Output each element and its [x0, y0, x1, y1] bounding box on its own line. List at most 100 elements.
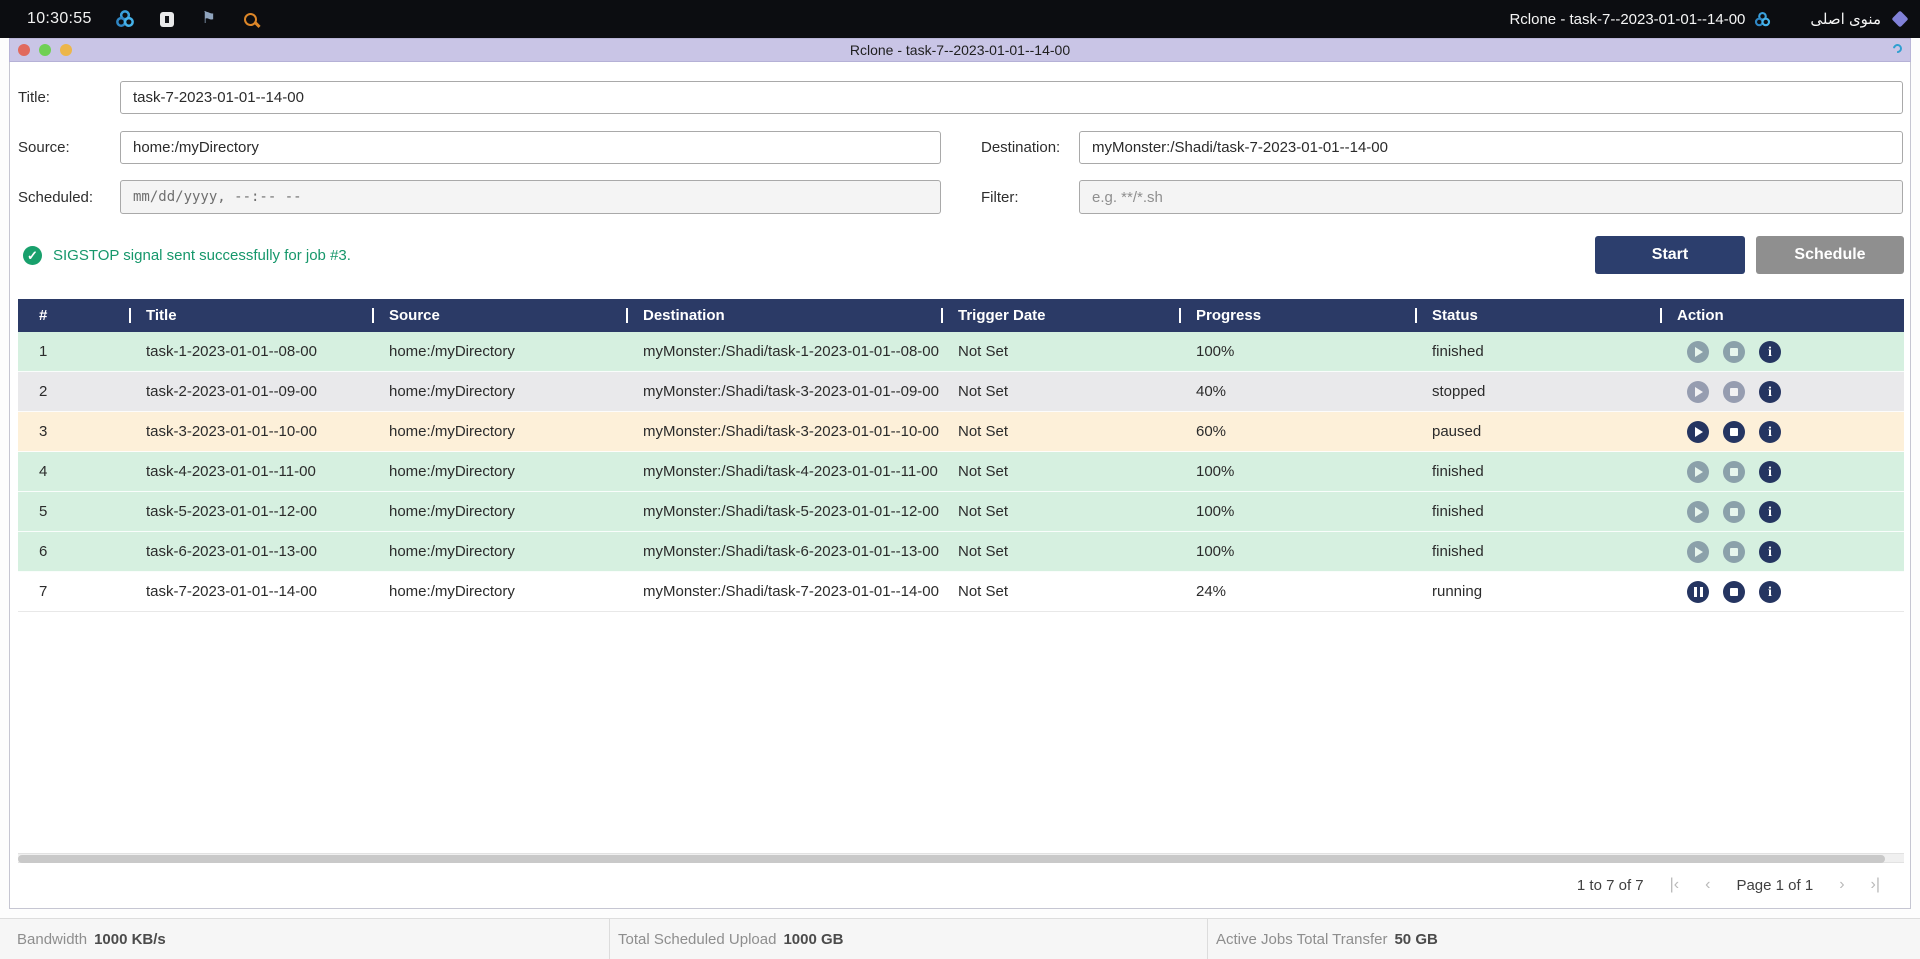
- column-header-status: Status: [1415, 299, 1660, 332]
- table-row[interactable]: 4 task-4-2023-01-01--11-00 home:/myDirec…: [18, 452, 1904, 492]
- stop-button[interactable]: [1723, 420, 1745, 443]
- cell-source: home:/myDirectory: [389, 503, 515, 520]
- play-button[interactable]: [1687, 460, 1709, 483]
- stop-icon: [1730, 467, 1738, 476]
- next-page-button[interactable]: ›: [1839, 876, 1845, 893]
- play-button[interactable]: [1687, 500, 1709, 523]
- info-icon: [1768, 424, 1772, 440]
- app-window: Title: Source: Destination: Scheduled: F…: [9, 62, 1911, 909]
- scheduled-input[interactable]: [120, 180, 941, 214]
- status-message: SIGSTOP signal sent successfully for job…: [23, 246, 351, 265]
- taskbar: 10:30:55 ⚑ Rclone - task-7--2023-01-01--…: [0, 0, 1920, 38]
- cell-progress: 60%: [1196, 423, 1227, 440]
- taskbar-window-title[interactable]: Rclone - task-7--2023-01-01--14-00: [1509, 10, 1746, 28]
- active-transfer-value: 50 GB: [1394, 930, 1438, 948]
- stop-button[interactable]: [1723, 500, 1745, 523]
- cell-progress: 40%: [1196, 383, 1227, 400]
- stop-button[interactable]: [1723, 540, 1745, 563]
- source-input[interactable]: [120, 131, 941, 164]
- cell-trigger-date: Not Set: [958, 343, 1009, 360]
- table-header: # Title Source Destination Trigger Date …: [18, 299, 1904, 332]
- bandwidth-label: Bandwidth: [17, 930, 88, 948]
- destination-input[interactable]: [1079, 131, 1903, 164]
- cell-status: stopped: [1432, 383, 1486, 400]
- play-button[interactable]: [1687, 380, 1709, 403]
- cell-progress: 100%: [1196, 543, 1235, 560]
- cell-trigger-date: Not Set: [958, 423, 1009, 440]
- maximize-window-button[interactable]: [60, 44, 72, 56]
- jobs-table: # Title Source Destination Trigger Date …: [18, 299, 1904, 612]
- cell-status: finished: [1432, 463, 1484, 480]
- cell-progress: 100%: [1196, 343, 1235, 360]
- cell-source: home:/myDirectory: [389, 343, 515, 360]
- prev-page-button[interactable]: ‹: [1705, 876, 1711, 893]
- info-button[interactable]: [1759, 460, 1781, 483]
- start-button[interactable]: Start: [1595, 236, 1745, 274]
- info-button[interactable]: [1759, 340, 1781, 363]
- cell-title: task-2-2023-01-01--09-00: [146, 383, 317, 400]
- cell-trigger-date: Not Set: [958, 463, 1009, 480]
- stop-icon: [1730, 387, 1738, 396]
- play-icon: [1695, 466, 1703, 477]
- table-row[interactable]: 2 task-2-2023-01-01--09-00 home:/myDirec…: [18, 372, 1904, 412]
- cell-title: task-3-2023-01-01--10-00: [146, 423, 317, 440]
- close-window-button[interactable]: [18, 44, 30, 56]
- cell-title: task-1-2023-01-01--08-00: [146, 343, 317, 360]
- search-icon[interactable]: [240, 8, 262, 30]
- cell-title: task-4-2023-01-01--11-00: [146, 463, 316, 480]
- check-circle-icon: [23, 246, 42, 265]
- stop-button[interactable]: [1723, 380, 1745, 403]
- table-row[interactable]: 5 task-5-2023-01-01--12-00 home:/myDirec…: [18, 492, 1904, 532]
- cell-source: home:/myDirectory: [389, 543, 515, 560]
- stop-button[interactable]: [1723, 340, 1745, 363]
- scheduled-label: Scheduled:: [18, 189, 94, 206]
- menu-cube-icon[interactable]: [1891, 10, 1909, 28]
- flag-icon[interactable]: ⚑: [198, 8, 220, 30]
- info-button[interactable]: [1759, 500, 1781, 523]
- column-header-title: Title: [129, 299, 372, 332]
- last-page-button[interactable]: ›|: [1870, 876, 1880, 893]
- cell-source: home:/myDirectory: [389, 583, 515, 600]
- active-transfer-label: Active Jobs Total Transfer: [1216, 930, 1388, 948]
- play-button[interactable]: [1687, 340, 1709, 363]
- pause-button[interactable]: [1687, 580, 1709, 603]
- info-button[interactable]: [1759, 380, 1781, 403]
- schedule-button[interactable]: Schedule: [1756, 236, 1904, 274]
- stop-button[interactable]: [1723, 460, 1745, 483]
- pause-icon: [1693, 586, 1703, 597]
- cell-source: home:/myDirectory: [389, 463, 515, 480]
- table-row[interactable]: 6 task-6-2023-01-01--13-00 home:/myDirec…: [18, 532, 1904, 572]
- table-row[interactable]: 7 task-7-2023-01-01--14-00 home:/myDirec…: [18, 572, 1904, 612]
- info-button[interactable]: [1759, 420, 1781, 443]
- filter-input[interactable]: [1079, 180, 1903, 214]
- first-page-button[interactable]: |‹: [1669, 876, 1680, 893]
- cell-destination: myMonster:/Shadi/task-1-2023-01-01--08-0…: [643, 343, 939, 360]
- title-input[interactable]: [120, 81, 1903, 114]
- table-row[interactable]: 1 task-1-2023-01-01--08-00 home:/myDirec…: [18, 332, 1904, 372]
- scheduled-upload-value: 1000 GB: [783, 930, 844, 948]
- cell-num: 7: [39, 583, 48, 600]
- scrollbar-thumb[interactable]: [18, 855, 1886, 863]
- horizontal-scrollbar[interactable]: [18, 853, 1904, 863]
- cell-status: running: [1432, 583, 1483, 600]
- column-header-progress: Progress: [1179, 299, 1415, 332]
- display-icon[interactable]: [156, 8, 178, 30]
- table-row[interactable]: 3 task-3-2023-01-01--10-00 home:/myDirec…: [18, 412, 1904, 452]
- cell-num: 3: [39, 423, 48, 440]
- info-button[interactable]: [1759, 580, 1781, 603]
- rclone-logo-icon[interactable]: [114, 8, 136, 30]
- info-button[interactable]: [1759, 540, 1781, 563]
- play-button[interactable]: [1687, 540, 1709, 563]
- display-glyph-icon: [159, 11, 174, 27]
- filter-label: Filter:: [981, 189, 1019, 206]
- column-header-num: #: [39, 307, 48, 324]
- source-label: Source:: [18, 139, 70, 156]
- cell-num: 6: [39, 543, 48, 560]
- play-button[interactable]: [1687, 420, 1709, 443]
- minimize-window-button[interactable]: [39, 44, 51, 56]
- main-menu-label[interactable]: منوی اصلی: [1810, 11, 1881, 28]
- stop-button[interactable]: [1723, 580, 1745, 603]
- cell-progress: 24%: [1196, 583, 1227, 600]
- pagination: 1 to 7 of 7 |‹ ‹ Page 1 of 1 › ›|: [1577, 866, 1880, 904]
- magnifier-glyph-icon: [244, 12, 258, 26]
